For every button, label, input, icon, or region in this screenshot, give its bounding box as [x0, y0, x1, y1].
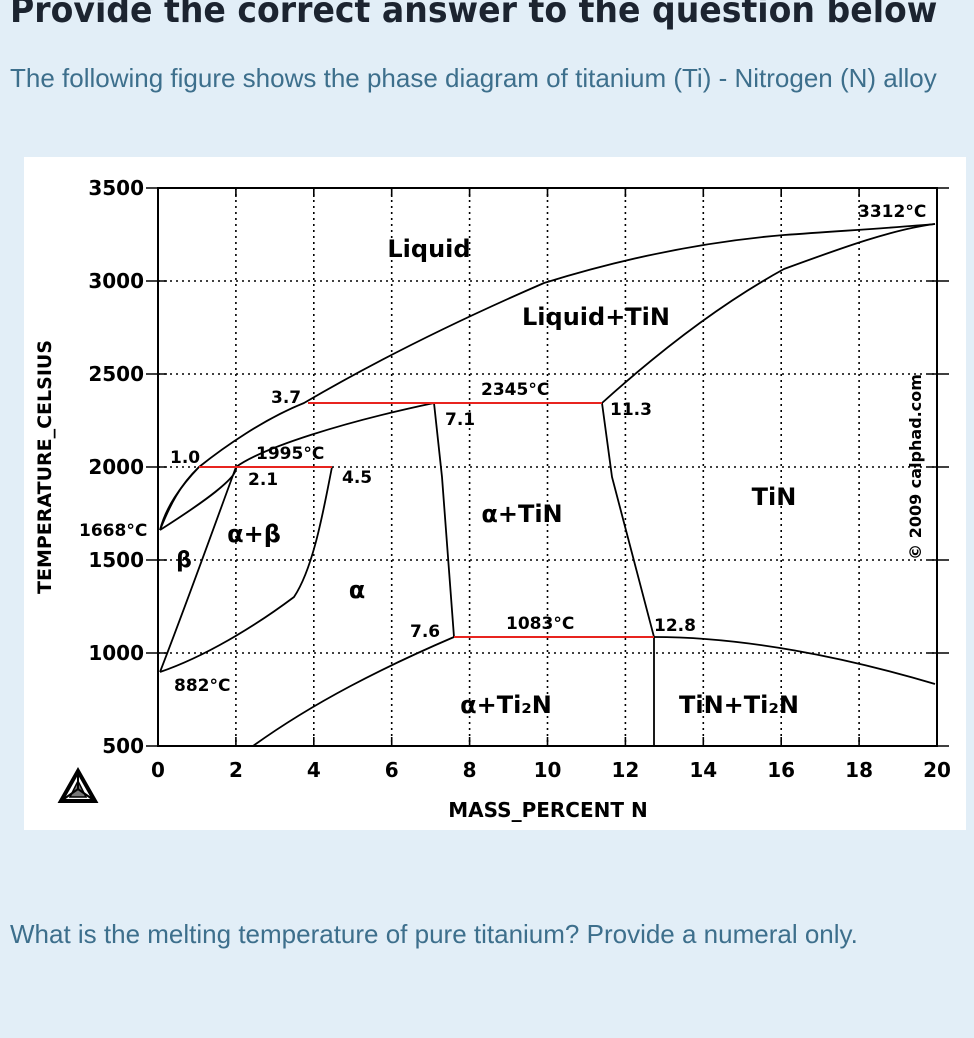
x-tick-label: 2 [229, 758, 243, 782]
x-tick-label: 8 [463, 758, 477, 782]
x-tick-label: 10 [534, 758, 562, 782]
label-liquid-tin: Liquid+TiN [522, 303, 670, 331]
page-header: Provide the correct answer to the questi… [10, 0, 938, 31]
x-axis-title: MASS_PERCENT N [448, 798, 647, 822]
isotherms [199, 402, 654, 638]
y-tick-label: 500 [102, 734, 144, 758]
label-tin: TiN [752, 483, 797, 511]
annotation-7-6: 7.6 [410, 622, 440, 642]
y-tick-label: 3500 [88, 176, 144, 200]
intro-text: The following figure shows the phase dia… [10, 63, 937, 93]
tin-solvus-left [601, 402, 655, 638]
alpha-beta-upper [159, 402, 435, 531]
annotation-2345: 2345°C [481, 380, 549, 400]
annotation-2-1: 2.1 [248, 470, 278, 490]
x-tick-label: 20 [923, 758, 951, 782]
annotation-1-0: 1.0 [170, 448, 200, 468]
x-tick-label: 12 [611, 758, 639, 782]
label-alpha-beta: α+β [227, 520, 281, 548]
annotation-4-5: 4.5 [342, 468, 372, 488]
phase-boundaries [159, 223, 936, 747]
annotations: 3312°C 2345°C 1995°C 1668°C 1083°C 882°C… [79, 202, 926, 696]
y-axis-title: TEMPERATURE_CELSIUS [34, 340, 56, 594]
question-text: What is the melting temperature of pure … [10, 919, 858, 949]
y-tick-label: 2500 [88, 362, 144, 386]
y-tick-label: 3000 [88, 269, 144, 293]
liquidus-curve [159, 223, 936, 531]
annotation-7-1: 7.1 [445, 410, 475, 430]
y-tick-label: 2000 [88, 455, 144, 479]
annotation-3-7: 3.7 [271, 388, 301, 408]
label-alpha: α [349, 576, 366, 604]
alpha-ti2n-boundary [252, 636, 455, 747]
annotation-12-8: 12.8 [654, 616, 696, 636]
label-liquid: Liquid [387, 235, 470, 263]
x-tick-label: 18 [845, 758, 873, 782]
y-tick-label: 1500 [88, 548, 144, 572]
x-tick-label: 0 [151, 758, 165, 782]
annotation-3312: 3312°C [858, 202, 926, 222]
x-tick-label: 14 [689, 758, 717, 782]
annotation-11-3: 11.3 [610, 400, 652, 420]
alpha-tin-left [433, 402, 455, 638]
beta-solvus [159, 466, 200, 531]
annotation-1668: 1668°C [79, 521, 147, 541]
phase-diagram-figure: 0 2 4 6 8 10 12 14 16 18 20 500 1000 1500 2000 2500 300… [24, 157, 966, 830]
annotation-882: 882°C [174, 676, 230, 696]
y-tick-label: 1000 [88, 641, 144, 665]
phase-diagram: 0 2 4 6 8 10 12 14 16 18 20 500 1000 1500 2000 2500 300… [34, 176, 951, 822]
label-tin-ti2n: TiN+Ti₂N [679, 691, 799, 719]
label-beta: β [176, 548, 192, 573]
annotation-1083: 1083°C [506, 614, 574, 634]
copyright-text: © 2009 calphad.com [906, 374, 925, 560]
tin-lower-curve [653, 636, 936, 685]
x-tick-label: 4 [307, 758, 321, 782]
label-alpha-tin: α+TiN [481, 500, 562, 528]
x-tick-label: 16 [767, 758, 795, 782]
annotation-1995: 1995°C [256, 444, 324, 464]
x-tick-label: 6 [385, 758, 399, 782]
alpha-solvus [159, 466, 237, 673]
x-tick-labels: 0 2 4 6 8 10 12 14 16 18 20 [151, 758, 951, 782]
thermo-calc-logo-icon [57, 766, 99, 803]
axis-ticks [146, 187, 949, 747]
alpha-beta-lower [159, 466, 333, 673]
label-alpha-ti2n: α+Ti₂N [460, 691, 552, 719]
tin-liquidus-curve [601, 223, 936, 404]
y-tick-labels: 500 1000 1500 2000 2500 3000 3500 [88, 176, 144, 758]
